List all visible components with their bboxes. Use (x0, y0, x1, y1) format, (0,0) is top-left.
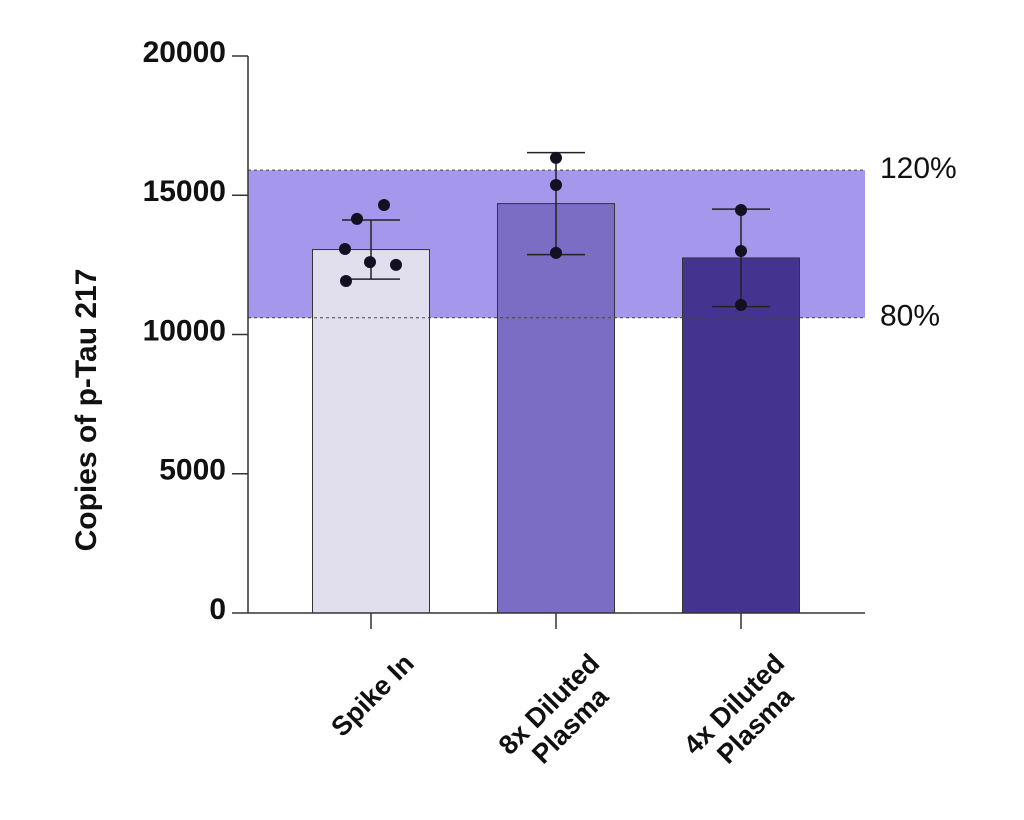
y-axis-label: Copies of p-Tau 217 (70, 269, 103, 552)
y-tick-label: 0 (209, 593, 226, 626)
data-point (390, 258, 402, 271)
data-point (339, 243, 351, 256)
data-point (735, 204, 747, 217)
y-tick-label: 20000 (143, 36, 226, 69)
bar (312, 249, 430, 614)
bar (682, 257, 800, 614)
data-point (550, 151, 562, 164)
data-point (340, 275, 352, 288)
data-point (364, 256, 376, 269)
data-point (735, 298, 747, 311)
data-point (550, 178, 562, 191)
y-tick-label: 15000 (143, 175, 226, 208)
data-point (550, 246, 562, 259)
data-point (735, 244, 747, 257)
bar (497, 203, 615, 614)
y-tick-label: 10000 (143, 314, 226, 347)
y-tick-label: 5000 (159, 454, 226, 487)
band-label: 120% (880, 152, 957, 185)
band-label: 80% (880, 300, 940, 333)
data-point (351, 212, 363, 225)
data-point (378, 198, 390, 211)
